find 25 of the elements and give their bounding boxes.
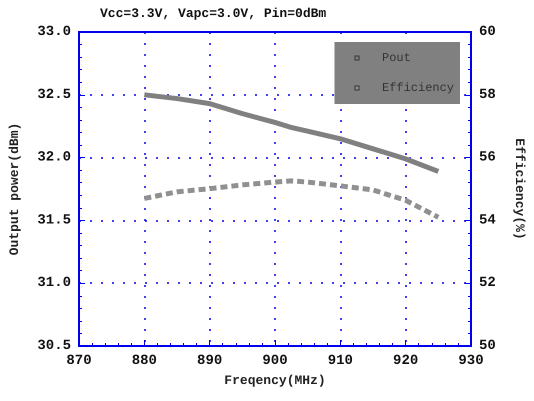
- x-tick-label: 930: [458, 353, 484, 369]
- y2-tick-label: 56: [479, 150, 496, 166]
- x-tick-label: 900: [262, 353, 288, 369]
- y2-tick-label: 60: [479, 24, 496, 40]
- x-tick-label: 870: [66, 353, 92, 369]
- legend-label: Efficiency: [382, 81, 454, 95]
- y2-tick-label: 58: [479, 86, 496, 103]
- x-axis-title: Freqency(MHz): [224, 373, 326, 388]
- y-axis-title: Output power(dBm): [7, 122, 22, 256]
- y-tick-label: 30.5: [37, 338, 71, 354]
- y-tick-label: 31.0: [37, 275, 71, 292]
- y-tick-label: 31.5: [37, 212, 71, 228]
- y2-tick-label: 50: [479, 338, 496, 354]
- chart-title: Vcc=3.3V, Vapc=3.0V, Pin=0dBm: [100, 6, 326, 21]
- x-tick-label: 920: [393, 353, 418, 369]
- x-tick-label: 910: [328, 353, 353, 369]
- x-tick-label: 890: [197, 353, 222, 369]
- y2-tick-label: 52: [479, 275, 496, 292]
- legend-label: Pout: [382, 51, 411, 65]
- y-tick-label: 32.5: [37, 86, 71, 103]
- y2-tick-label: 54: [479, 212, 496, 228]
- y-tick-label: 32.0: [37, 150, 71, 166]
- x-tick-label: 880: [132, 353, 157, 369]
- y2-axis-title: Efficiency(%): [512, 138, 527, 240]
- y-tick-label: 33.0: [37, 24, 71, 40]
